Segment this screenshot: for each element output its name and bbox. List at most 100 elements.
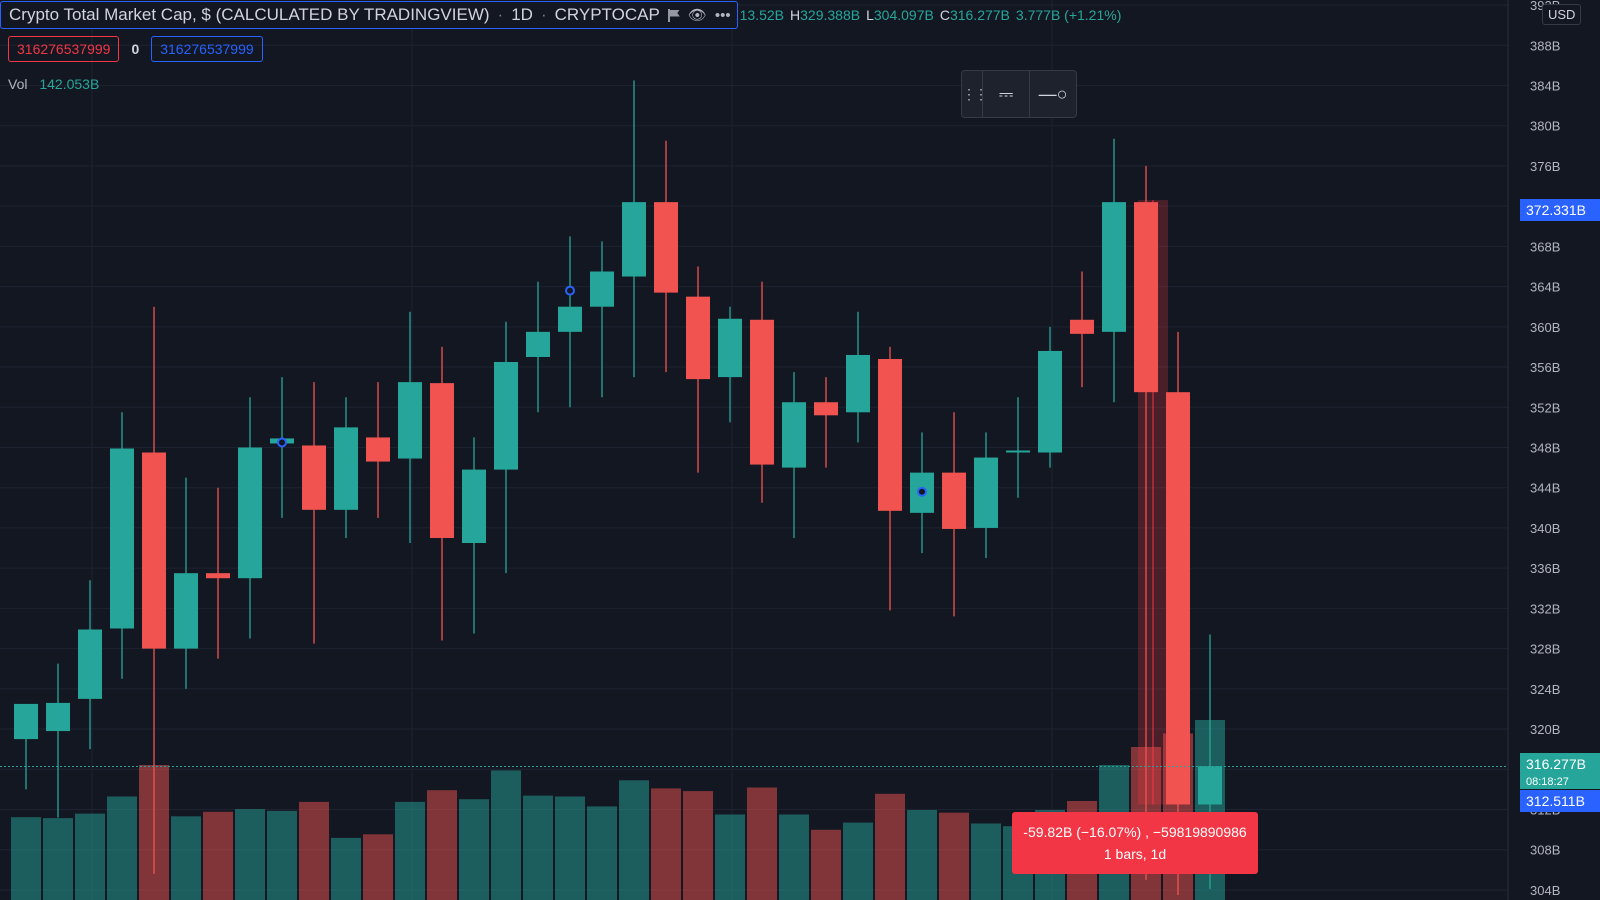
candle: [334, 397, 358, 538]
candle-body: [558, 306, 582, 332]
y-tick-label: 364B: [1530, 280, 1560, 295]
candle: [718, 306, 742, 423]
candle: [398, 311, 422, 544]
candle-body: [686, 296, 710, 380]
candle: [366, 382, 390, 518]
price-tag-top: 372.331B: [1520, 199, 1600, 221]
volume-bar: [907, 810, 937, 900]
candle: [878, 346, 902, 611]
volume-bar: [43, 818, 73, 900]
candle-body: [1134, 202, 1158, 393]
candle: [142, 306, 166, 874]
candle: [974, 432, 998, 559]
candle-body: [750, 319, 774, 465]
candle-body: [462, 469, 486, 544]
legend-row: Crypto Total Market Cap, $ (CALCULATED B…: [0, 0, 1121, 30]
candle-body: [1038, 350, 1062, 453]
candle: [430, 346, 454, 641]
candle: [462, 437, 486, 634]
y-tick-label: 308B: [1530, 843, 1560, 858]
candle: [1070, 271, 1094, 388]
more-icon[interactable]: •••: [714, 6, 731, 24]
volume-bar: [747, 787, 777, 900]
volume-bar: [619, 780, 649, 900]
change-value: 3.777B (+1.21%): [1015, 7, 1122, 23]
ohlc-values: 13.52B H329.388B L304.097B C316.277B 3.7…: [740, 7, 1122, 23]
marker-dot[interactable]: [917, 486, 927, 497]
volume-bar: [651, 788, 681, 900]
flag-icon[interactable]: [667, 8, 680, 22]
line-tool-icon[interactable]: —○: [1029, 71, 1076, 117]
volume-bar: [555, 796, 585, 900]
volume-bar: [811, 829, 841, 900]
candle-body: [526, 331, 550, 357]
candle-body: [494, 362, 518, 470]
volume-bar: [427, 790, 457, 900]
candle-body: [302, 445, 326, 510]
volume-bar: [299, 801, 329, 900]
candles: [14, 80, 1222, 895]
input-zero: 0: [131, 41, 140, 57]
candle: [238, 397, 262, 639]
input-blue[interactable]: 316276537999: [151, 36, 263, 62]
interval-label[interactable]: 1D: [511, 5, 533, 24]
candle-body: [814, 402, 838, 416]
y-tick-label: 324B: [1530, 682, 1560, 697]
candle-body: [46, 702, 70, 732]
price-tag-current: 316.277B: [1520, 753, 1600, 775]
volume-bar: [459, 799, 489, 900]
candle-body: [14, 703, 38, 740]
floating-toolbar: ⋮⋮ ⎓ —○: [961, 70, 1077, 118]
y-tick-label: 320B: [1530, 722, 1560, 737]
volume-label[interactable]: Vol: [8, 76, 28, 92]
drag-handle-icon[interactable]: ⋮⋮: [962, 85, 988, 102]
candle: [78, 580, 102, 750]
open-value: 13.52B: [739, 7, 784, 23]
volume-bar: [11, 817, 41, 900]
bar-markers: [277, 285, 927, 497]
y-tick-label: 336B: [1530, 561, 1560, 576]
volume-bar: [939, 812, 969, 900]
currency-button[interactable]: USD: [1542, 4, 1582, 25]
candle-body: [622, 202, 646, 277]
candle-body: [1070, 319, 1094, 334]
candle: [526, 281, 550, 413]
bar-style-icon[interactable]: ⎓: [982, 71, 1029, 117]
volume-bar: [203, 811, 233, 900]
marker-dot[interactable]: [565, 285, 575, 296]
candle: [782, 372, 806, 538]
candle-body: [334, 427, 358, 510]
volume-bar: [75, 813, 105, 900]
candle: [46, 663, 70, 818]
symbol-title-box[interactable]: Crypto Total Market Cap, $ (CALCULATED B…: [0, 1, 738, 29]
candle: [622, 80, 646, 378]
marker-dot[interactable]: [277, 437, 287, 448]
volume-bar: [715, 814, 745, 900]
candle-body: [366, 437, 390, 462]
separator-dot: ·: [540, 5, 547, 24]
volume-bar: [683, 791, 713, 900]
candle: [494, 321, 518, 574]
exchange-label: CRYPTOCAP: [554, 5, 660, 24]
candle-body: [110, 448, 134, 629]
indicator-inputs: 316276537999 0 316276537999: [8, 36, 263, 62]
candle: [1166, 331, 1190, 895]
y-tick-label: 340B: [1530, 521, 1560, 536]
candle-body: [430, 383, 454, 538]
y-tick-label: 384B: [1530, 78, 1560, 93]
volume-bar: [395, 801, 425, 900]
close-value: C316.277B: [939, 7, 1010, 23]
volume-bar: [587, 806, 617, 900]
input-red[interactable]: 316276537999: [8, 36, 120, 62]
y-tick-label: 348B: [1530, 440, 1560, 455]
eye-icon[interactable]: 👁: [687, 7, 707, 24]
volume-bar: [235, 809, 265, 900]
symbol-title[interactable]: Crypto Total Market Cap, $ (CALCULATED B…: [9, 5, 490, 24]
price-axis[interactable]: 304B308B312B316B320B324B328B332B336B340B…: [1507, 0, 1600, 900]
volume-bar: [491, 770, 521, 900]
candle: [1102, 138, 1126, 403]
volume-bar: [171, 816, 201, 900]
candle: [814, 377, 838, 468]
volume-bar: [331, 837, 361, 900]
